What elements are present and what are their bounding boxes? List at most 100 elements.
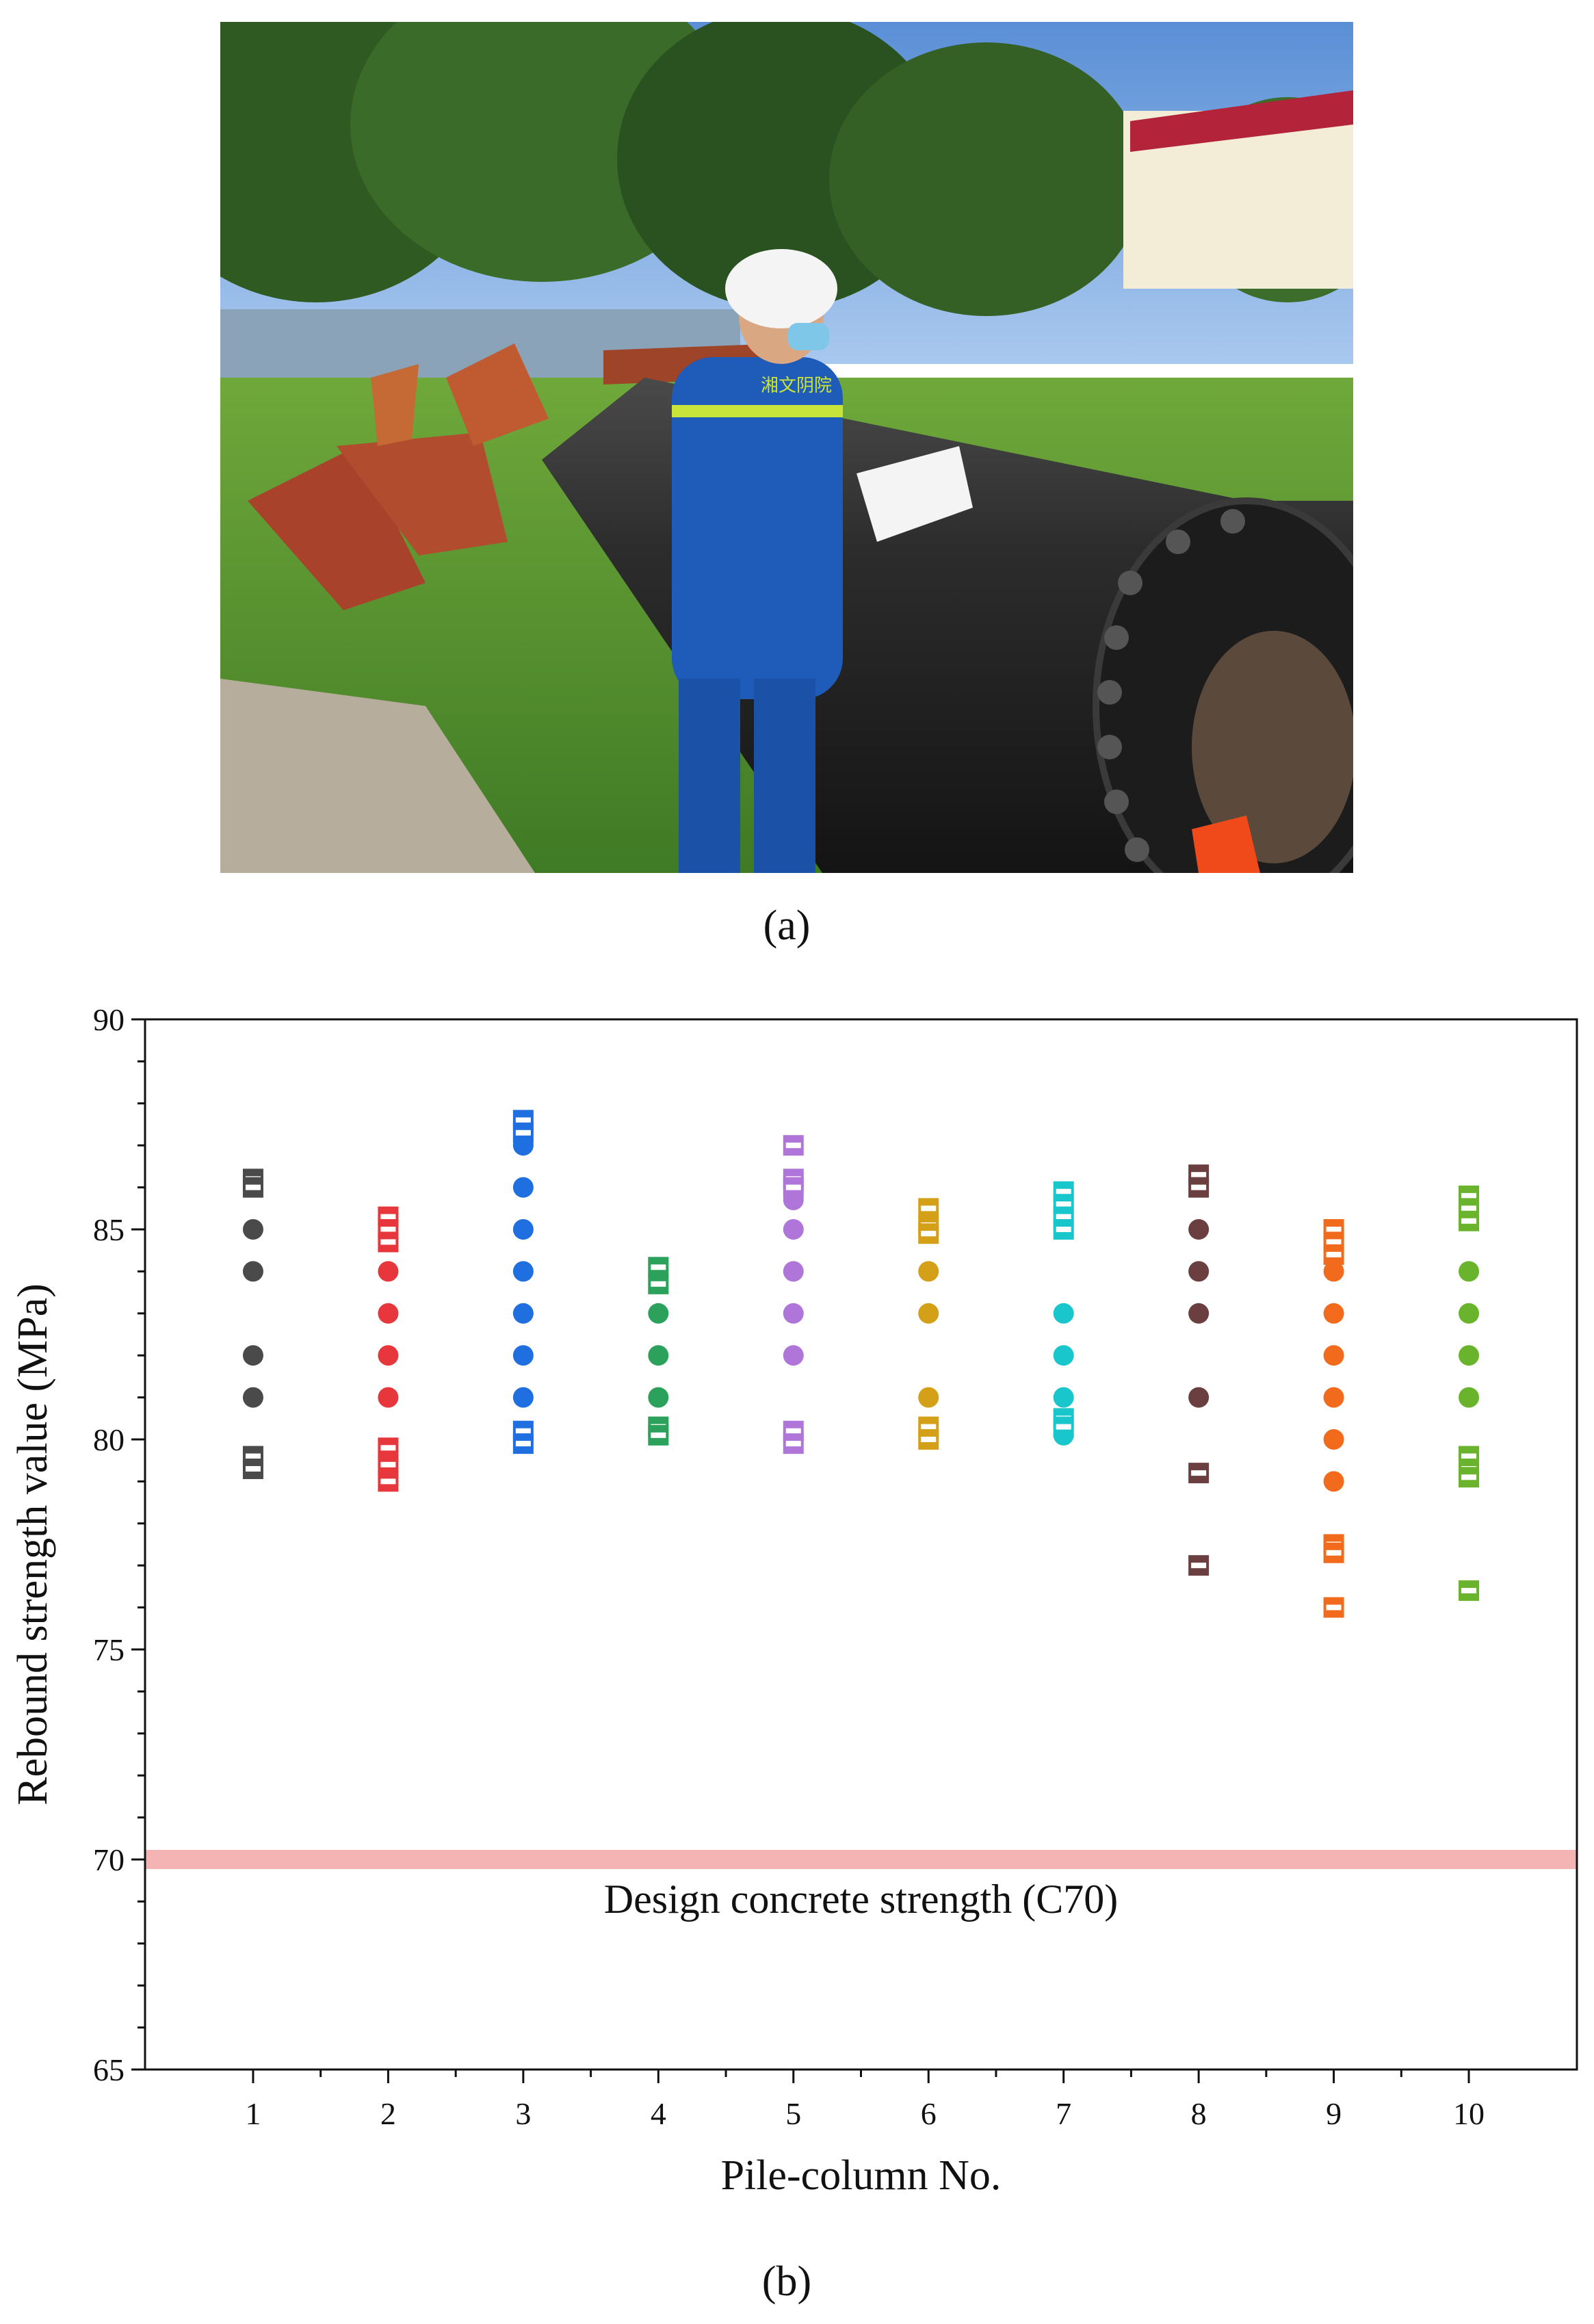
point-square-bar-pile-9	[1326, 1550, 1342, 1556]
y-axis-title: Rebound strength value (MPa)	[10, 1283, 56, 1805]
point-circle-pile-2	[378, 1387, 399, 1408]
point-circle-pile-10	[1459, 1345, 1480, 1366]
point-square-bar-pile-5	[785, 1184, 801, 1190]
point-circle-pile-9	[1323, 1471, 1344, 1492]
x-tick-label: 2	[380, 2096, 396, 2131]
point-square-bar-pile-4	[651, 1432, 666, 1438]
reference-line-c70	[145, 1850, 1577, 1869]
point-square-bar-pile-9	[1326, 1239, 1342, 1245]
point-circle-pile-3	[512, 1261, 534, 1282]
caption-a: (a)	[763, 902, 811, 949]
point-circle-pile-3	[512, 1219, 534, 1240]
point-circle-pile-5	[783, 1261, 804, 1282]
reference-line-label: Design concrete strength (C70)	[604, 1877, 1118, 1922]
point-square-bar-pile-7	[1056, 1188, 1071, 1194]
points-layer	[242, 1110, 1480, 1618]
point-square-bar-pile-7	[1056, 1201, 1071, 1207]
point-square-bar-pile-2	[380, 1445, 396, 1451]
point-square-bar-pile-3	[515, 1441, 531, 1447]
point-square-bar-pile-8	[1191, 1172, 1207, 1178]
point-square-bar-pile-8	[1191, 1184, 1207, 1190]
point-square-bar-pile-6	[921, 1231, 937, 1237]
point-circle-pile-4	[648, 1387, 669, 1408]
point-circle-pile-10	[1459, 1387, 1480, 1408]
point-square-bar-pile-4	[651, 1264, 666, 1270]
y-tick-label: 65	[93, 2052, 125, 2087]
point-square-bar-pile-10	[1461, 1192, 1477, 1199]
x-tick-label: 4	[651, 2096, 666, 2131]
point-square-bar-pile-1	[245, 1184, 261, 1190]
x-tick-label: 6	[921, 2096, 937, 2131]
point-square-bar-pile-9	[1326, 1251, 1342, 1257]
point-circle-pile-3	[512, 1177, 534, 1198]
point-square-bar-pile-3	[515, 1428, 531, 1434]
point-square-bar-pile-8	[1191, 1563, 1207, 1569]
point-circle-pile-8	[1188, 1303, 1210, 1324]
vest-text: 湘文阴院	[761, 376, 832, 396]
point-circle-pile-4	[648, 1345, 669, 1366]
point-square-bar-pile-7	[1056, 1214, 1071, 1220]
point-circle-pile-8	[1188, 1261, 1210, 1282]
point-circle-pile-10	[1459, 1303, 1480, 1324]
point-circle-pile-1	[242, 1387, 263, 1408]
point-circle-pile-9	[1323, 1429, 1344, 1450]
x-tick-label: 3	[515, 2096, 531, 2131]
point-circle-pile-6	[918, 1387, 939, 1408]
photo-illustration: 湘文阴院	[220, 22, 1353, 873]
x-tick-label: 8	[1191, 2096, 1207, 2131]
point-square-bar-pile-1	[245, 1465, 261, 1472]
worker: 湘文阴院	[672, 249, 973, 873]
point-square-bar-pile-7	[1056, 1227, 1071, 1232]
point-square-bar-pile-2	[380, 1478, 396, 1485]
point-square-bar-pile-6	[921, 1437, 937, 1442]
x-tick-label: 5	[785, 2096, 801, 2131]
pile-opening	[1192, 631, 1353, 863]
orange-object	[1192, 815, 1260, 873]
point-square-bar-pile-6	[921, 1205, 937, 1212]
point-circle-pile-3	[512, 1303, 534, 1324]
point-circle-pile-6	[918, 1261, 939, 1282]
point-circle-pile-6	[918, 1303, 939, 1324]
point-circle-pile-5	[783, 1303, 804, 1324]
point-circle-pile-9	[1323, 1387, 1344, 1408]
point-circle-pile-10	[1459, 1261, 1480, 1282]
x-tick-label: 7	[1056, 2096, 1071, 2131]
point-circle-pile-5	[783, 1219, 804, 1240]
point-circle-pile-1	[242, 1345, 263, 1366]
point-square-bar-pile-8	[1191, 1470, 1207, 1476]
y-tick-label: 90	[93, 1002, 125, 1037]
point-square-bar-pile-10	[1461, 1218, 1477, 1224]
point-square-bar-pile-2	[380, 1461, 396, 1467]
site-photo: 湘文阴院	[220, 22, 1353, 873]
point-square-bar-pile-1	[245, 1453, 261, 1459]
point-square-bar-pile-2	[380, 1227, 396, 1232]
point-circle-pile-8	[1188, 1219, 1210, 1240]
point-square-bar-pile-9	[1326, 1604, 1342, 1610]
y-tick-label: 75	[93, 1632, 125, 1667]
point-square-bar-pile-10	[1461, 1205, 1477, 1212]
point-square-bar-pile-2	[380, 1214, 396, 1220]
x-axis-title: Pile-column No.	[721, 2152, 1002, 2199]
point-square-bar-pile-5	[785, 1143, 801, 1149]
y-tick-label: 80	[93, 1422, 125, 1457]
y-tick-label: 70	[93, 1842, 125, 1877]
point-circle-pile-9	[1323, 1261, 1344, 1282]
point-circle-pile-1	[242, 1219, 263, 1240]
reference-layer	[145, 1850, 1577, 1869]
y-tick-label: 85	[93, 1212, 125, 1247]
point-circle-pile-9	[1323, 1303, 1344, 1324]
axes-layer: 65 70 75 80 85 90 1 2 3 4 5 6 7 8 9 10	[93, 1002, 1578, 2131]
point-circle-pile-3	[512, 1387, 534, 1408]
rebound-strength-chart: 65 70 75 80 85 90 1 2 3 4 5 6 7 8 9 10 Design concrete …	[10, 1002, 1578, 2199]
point-circle-pile-9	[1323, 1345, 1344, 1366]
point-square-bar-pile-10	[1461, 1453, 1477, 1459]
point-circle-pile-7	[1053, 1387, 1074, 1408]
x-tick-label: 9	[1326, 2096, 1342, 2131]
point-square-bar-pile-5	[785, 1428, 801, 1434]
point-circle-pile-7	[1053, 1303, 1074, 1324]
point-square-bar-pile-3	[515, 1117, 531, 1123]
point-square-bar-pile-6	[921, 1424, 937, 1430]
point-circle-pile-4	[648, 1303, 669, 1324]
point-square-bar-pile-3	[515, 1130, 531, 1136]
point-square-bar-pile-7	[1056, 1424, 1071, 1430]
